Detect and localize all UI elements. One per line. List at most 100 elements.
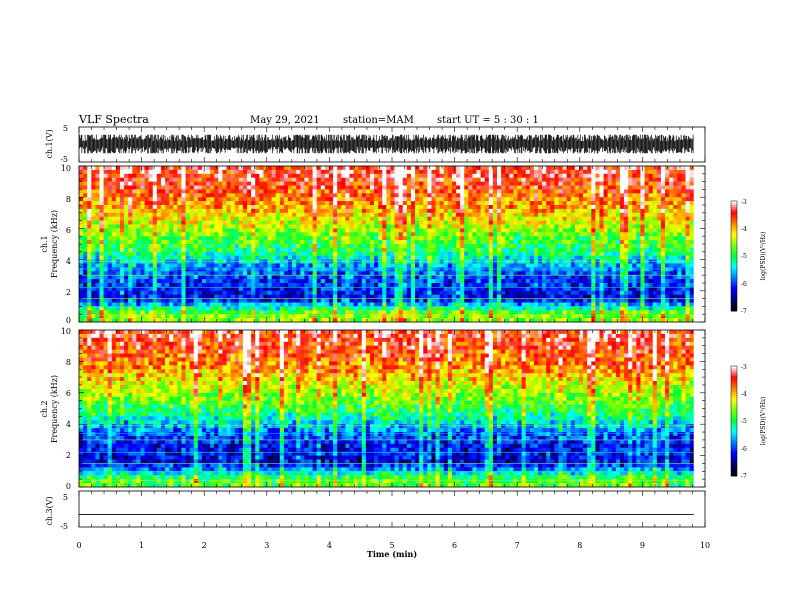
- ch1-spec-cell-53-15: [296, 224, 301, 229]
- ch1-spec-cell-62-1: [333, 169, 338, 175]
- ch1-spec-cell-101-4: [492, 181, 498, 186]
- ch1-spec-cell-70-36: [365, 306, 371, 311]
- ch1-spec-cell-77-0: [394, 166, 399, 171]
- ch1-spec-cell-99-24: [484, 259, 490, 264]
- ch1-spec-cell-9-31: [115, 286, 121, 292]
- ch1-spec-cell-32-9: [210, 201, 215, 206]
- ch1-spec-cell-100-27: [488, 271, 494, 276]
- ch1-spec-cell-87-38: [435, 314, 440, 319]
- ch1-spec-cell-60-30: [324, 283, 330, 288]
- ch1-spec-cell-29-37: [197, 310, 203, 315]
- ch1-spec-cell-7-7: [107, 193, 113, 198]
- ch1-spec-cell-5-5: [99, 185, 104, 190]
- ch1-spec-cell-80-13: [406, 216, 412, 221]
- ch1-spec-cell-82-1: [415, 169, 420, 175]
- ch1-spec-cell-8-32: [111, 290, 117, 295]
- ch1-spec-cell-26-1: [185, 169, 190, 175]
- ch1-spec-cell-37-10: [230, 205, 236, 210]
- ch1-spec-cell-63-36: [337, 306, 342, 311]
- ch1-spec-cell-32-7: [210, 193, 215, 198]
- ch1-spec-cell-35-34: [222, 298, 227, 303]
- ch1-spec-cell-93-1: [460, 169, 465, 175]
- ch1-spec-cell-64-32: [341, 290, 346, 295]
- ch1-spec-cell-62-14: [333, 220, 338, 225]
- ch1-spec-cell-64-15: [341, 224, 346, 229]
- ch1-spec-cell-16-27: [144, 271, 149, 276]
- ch1-spec-cell-21-38: [165, 314, 170, 319]
- ch1-spec-cell-84-36: [423, 306, 428, 311]
- ch1-spec-cell-100-32: [488, 290, 494, 295]
- ch1-spec-cell-47-17: [271, 232, 277, 237]
- ch1-spec-cell-80-16: [406, 228, 412, 233]
- ch1-spec-cell-57-21: [312, 247, 317, 253]
- ch1-spec-cell-48-14: [275, 220, 281, 225]
- ch1-spec-cell-71-3: [369, 177, 375, 182]
- ch1-spec-cell-9-27: [115, 271, 121, 276]
- ch1-spec-cell-20-8: [160, 197, 166, 202]
- ch1-spec-cell-27-17: [189, 232, 195, 237]
- ch1-spec-cell-30-38: [201, 314, 207, 319]
- ch1-spec-cell-10-37: [119, 310, 125, 315]
- ch1-spec-cell-27-29: [189, 279, 195, 284]
- ch1-spec-cell-45-9: [263, 201, 268, 206]
- ch1-spec-cell-60-27: [324, 271, 330, 276]
- ch1-spec-cell-15-19: [140, 240, 145, 245]
- ch1-spec-cell-35-24: [222, 259, 227, 264]
- ch1-spec-cell-88-3: [439, 177, 445, 182]
- ch1-spec-cell-91-31: [451, 286, 457, 292]
- ch1-spec-cell-43-31: [255, 286, 260, 292]
- ch1-spec-cell-4-34: [95, 298, 100, 303]
- ch1-spec-cell-63-38: [337, 314, 342, 319]
- ch1-spec-cell-35-12: [222, 212, 227, 217]
- ch1-spec-cell-97-38: [476, 314, 481, 319]
- ch1-spec-cell-58-25: [316, 263, 322, 268]
- ch1-spec-cell-15-30: [140, 283, 145, 288]
- ch1-spec-cell-44-19: [259, 240, 264, 245]
- ch1-spec-cell-17-22: [148, 251, 154, 256]
- ch1-spec-cell-2-18: [87, 236, 92, 241]
- ch1-spec-cell-72-15: [374, 224, 379, 229]
- ch1-spec-cell-92-9: [456, 201, 461, 206]
- ch1-spec-cell-31-10: [206, 205, 211, 210]
- ch1-spec-cell-33-3: [214, 177, 219, 182]
- ch1-spec-cell-73-28: [378, 275, 383, 280]
- ch1-spec-cell-7-17: [107, 232, 113, 237]
- ch1-spec-cell-84-12: [423, 212, 428, 217]
- ch1-spec-cell-45-29: [263, 279, 268, 284]
- ch1-spec-cell-39-17: [238, 232, 244, 237]
- ch1-spec-cell-12-35: [128, 302, 133, 307]
- ch1-spec-cell-15-23: [140, 255, 145, 260]
- ch1-spec-cell-82-15: [415, 224, 420, 229]
- ch1-spec-cell-36-36: [226, 306, 231, 311]
- ch1-spec-cell-36-35: [226, 302, 231, 307]
- ch1-spec-cell-101-29: [492, 279, 498, 284]
- ch1-spec-cell-28-6: [193, 189, 199, 194]
- ch1-spec-cell-78-23: [398, 255, 404, 260]
- ch1-spec-cell-71-28: [369, 275, 375, 280]
- ch1-spec-cell-13-28: [132, 275, 137, 280]
- ch1-spec-cell-29-21: [197, 247, 203, 253]
- ch1-spec-cell-66-36: [349, 306, 354, 311]
- ch1-spec-cell-67-21: [353, 247, 358, 253]
- ch1-spec-cell-4-32: [95, 290, 100, 295]
- ch1-spec-cell-80-3: [406, 177, 412, 182]
- ch1-spec-cell-72-0: [374, 166, 379, 171]
- ch1-spec-cell-21-5: [165, 185, 170, 190]
- ch1-spec-cell-40-33: [242, 294, 248, 299]
- ch1-spec-cell-55-1: [304, 169, 309, 175]
- ch1-spec-cell-37-11: [230, 208, 236, 214]
- ch1-spec-cell-3-33: [91, 294, 96, 299]
- ch1-spec-cell-32-20: [210, 244, 215, 249]
- ch1-spec-cell-36-26: [226, 267, 231, 272]
- ch1-spec-cell-83-32: [419, 290, 424, 295]
- ch1-spec-cell-14-11: [136, 208, 141, 214]
- ch1-spec-cell-98-0: [480, 166, 486, 171]
- ch1-spec-cell-27-37: [189, 310, 195, 315]
- ch1-spec-cell-80-35: [406, 302, 412, 307]
- ch1-spec-cell-11-32: [124, 290, 129, 295]
- ch1-spec-cell-20-35: [160, 302, 166, 307]
- ch1-spec-cell-13-0: [132, 166, 137, 171]
- ch1-spec-cell-11-8: [124, 197, 129, 202]
- ch1-spec-cell-61-6: [328, 189, 334, 194]
- ch1-spec-cell-87-23: [435, 255, 440, 260]
